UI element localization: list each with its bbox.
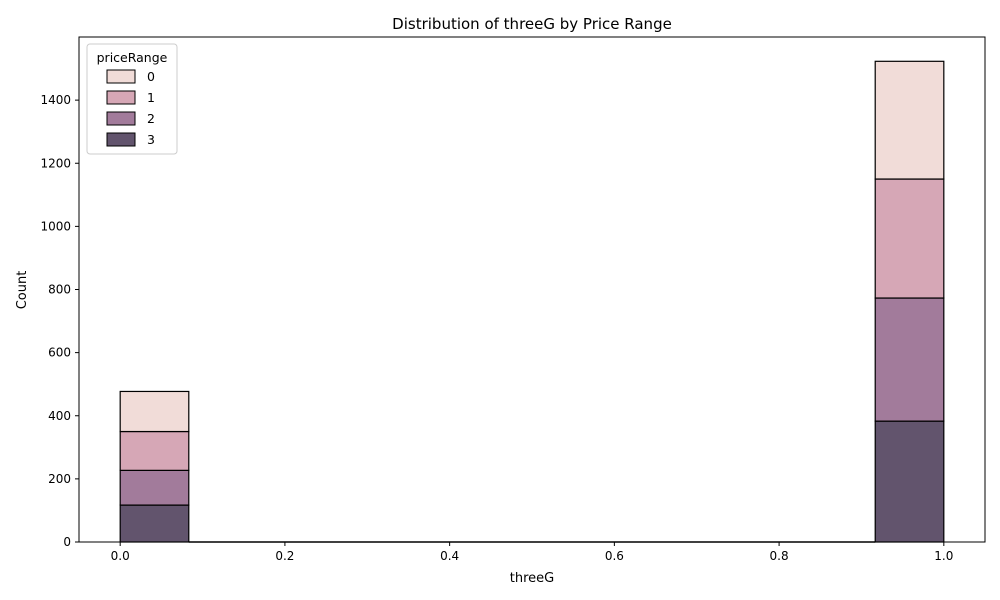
- x-axis: 0.0 0.2 0.4 0.6 0.8 1.0: [111, 542, 953, 563]
- x-tick-label: 0.4: [440, 549, 459, 563]
- legend-swatch-3: [106, 132, 136, 147]
- bar-segment-pricerange-3-bin-0: [119, 504, 190, 543]
- chart-title: Distribution of threeG by Price Range: [392, 15, 672, 33]
- plot-frame: [78, 36, 986, 543]
- legend-label-0: 0: [147, 69, 155, 84]
- y-axis: 0 200 400 600 800 1000 1200 1400: [40, 93, 79, 549]
- legend-label-2: 2: [147, 111, 155, 126]
- x-tick-label: 0.0: [111, 549, 130, 563]
- bar-segment-pricerange-2-bin-1: [874, 297, 945, 422]
- legend-title: priceRange: [97, 50, 168, 65]
- y-tick-label: 1200: [40, 156, 71, 170]
- bar-segment-pricerange-0-bin-1: [874, 60, 945, 180]
- bar-segment-pricerange-1-bin-1: [874, 178, 945, 299]
- x-axis-label: threeG: [510, 571, 554, 586]
- legend-label-3: 3: [147, 132, 155, 147]
- x-tick-label: 1.0: [934, 549, 953, 563]
- y-tick-label: 0: [63, 535, 71, 549]
- y-tick-label: 1400: [40, 93, 71, 107]
- x-tick-label: 0.8: [770, 549, 789, 563]
- y-tick-label: 1000: [40, 219, 71, 233]
- x-tick-label: 0.2: [275, 549, 294, 563]
- x-tick-label: 0.6: [605, 549, 624, 563]
- y-axis-label: Count: [15, 271, 30, 310]
- y-tick-label: 200: [48, 472, 71, 486]
- legend: priceRange 0 1 2 3: [86, 43, 178, 155]
- y-tick-label: 400: [48, 409, 71, 423]
- legend-swatch-0: [106, 69, 136, 84]
- legend-label-1: 1: [147, 90, 155, 105]
- bars-layer: [119, 60, 945, 543]
- bar-segment-pricerange-1-bin-0: [119, 430, 190, 471]
- bar-segment-pricerange-0-bin-0: [119, 390, 190, 433]
- y-tick-label: 800: [48, 283, 71, 297]
- bar-segment-pricerange-2-bin-0: [119, 469, 190, 506]
- y-tick-label: 600: [48, 346, 71, 360]
- bar-segment-pricerange-3-bin-1: [874, 420, 945, 543]
- legend-swatch-2: [106, 111, 136, 126]
- legend-swatch-1: [106, 90, 136, 105]
